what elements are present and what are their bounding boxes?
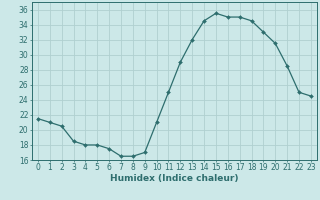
- X-axis label: Humidex (Indice chaleur): Humidex (Indice chaleur): [110, 174, 239, 183]
